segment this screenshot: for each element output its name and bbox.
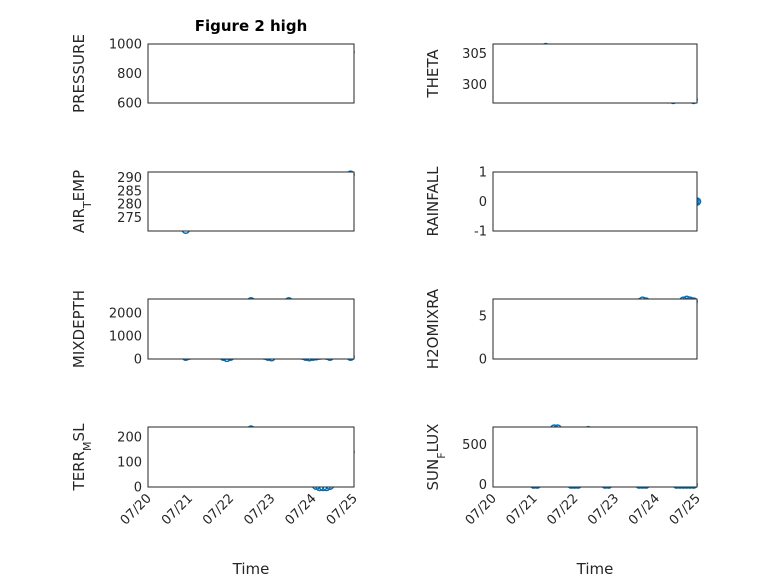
- y-tick-label: -1: [474, 225, 487, 240]
- y-tick-label: 0: [134, 353, 142, 368]
- figure-title: Figure 2 high: [195, 17, 308, 35]
- y-tick-label: 5: [479, 310, 487, 325]
- y-tick-label: 1: [479, 166, 487, 181]
- y-tick-label: 280: [117, 198, 142, 213]
- axes-box: [492, 426, 698, 488]
- subplot-6: 0 5 H2OMIXRA: [424, 288, 698, 369]
- y-tick-label: 0: [479, 478, 487, 493]
- axes-box: [147, 426, 355, 488]
- y-axis-label: MIXDEPTH: [70, 290, 88, 368]
- y-tick-label: 290: [117, 171, 142, 186]
- x-tick-label: 07/24: [283, 491, 320, 528]
- y-tick-label: 1000: [109, 329, 142, 344]
- y-tick-label: 0: [479, 353, 487, 368]
- y-axis-label: H2OMIXRA: [424, 288, 442, 369]
- x-axis-label: Time: [232, 560, 270, 578]
- x-tick-label: 07/20: [118, 491, 155, 528]
- subplot-5: 0 1000 2000 MIXDEPTH: [70, 290, 355, 368]
- x-tick-label: 07/22: [544, 491, 581, 528]
- x-tick-label: 07/23: [585, 491, 622, 528]
- y-tick-label: 100: [117, 456, 142, 471]
- y-tick-label: 285: [117, 184, 142, 199]
- axes-box: [492, 171, 698, 232]
- x-axis-label: Time: [576, 560, 614, 578]
- y-tick-label: 500: [462, 438, 487, 453]
- x-tick-label: 07/25: [667, 491, 704, 528]
- y-axis-label: PRESSURE: [70, 34, 88, 113]
- x-tick-label: 07/22: [200, 491, 237, 528]
- x-tick-label: 07/24: [626, 491, 663, 528]
- y-tick-label: 0: [134, 481, 142, 496]
- y-tick-label: 800: [117, 67, 142, 82]
- subplot-7: 0 100 200 TERRMSL 07/20 07/21 07/22 07/23 07/24 0…: [70, 423, 361, 578]
- y-tick-label: 0: [479, 195, 487, 210]
- y-tick-label: 1000: [109, 38, 142, 53]
- y-tick-label: 300: [462, 78, 487, 93]
- y-axis-label: TERRMSL: [70, 423, 94, 492]
- y-tick-label: 275: [117, 211, 142, 226]
- subplot-8: 0 500 SUNFLUX 07/20 07/21 07/22 07/23 07/24 07/2…: [424, 424, 704, 578]
- axes-box: [492, 298, 698, 360]
- axes-box: [147, 171, 355, 232]
- y-axis-label: SUNFLUX: [424, 424, 448, 491]
- x-tick-label: 07/21: [159, 491, 196, 528]
- x-tick-label: 07/25: [324, 491, 361, 528]
- subplot-1: 600 800 1000 PRESSURE: [70, 34, 355, 113]
- axes-box: [147, 298, 355, 360]
- y-axis-label: AIRTEMP: [70, 170, 94, 233]
- x-tick-label: 07/23: [241, 491, 278, 528]
- y-axis-label: RAINFALL: [424, 166, 442, 237]
- y-tick-label: 200: [117, 431, 142, 446]
- x-tick-label: 07/20: [463, 491, 500, 528]
- subplot-4: -1 0 1 RAINFALL: [424, 166, 702, 240]
- axes-box: [492, 43, 698, 104]
- axes-box: [147, 43, 355, 104]
- y-axis-label: THETA: [424, 49, 442, 99]
- subplot-2: 300 305 THETA: [424, 42, 698, 105]
- y-tick-label: 600: [117, 97, 142, 112]
- x-tick-label: 07/21: [504, 491, 541, 528]
- y-tick-label: 2000: [109, 306, 142, 321]
- y-tick-label: 305: [462, 47, 487, 62]
